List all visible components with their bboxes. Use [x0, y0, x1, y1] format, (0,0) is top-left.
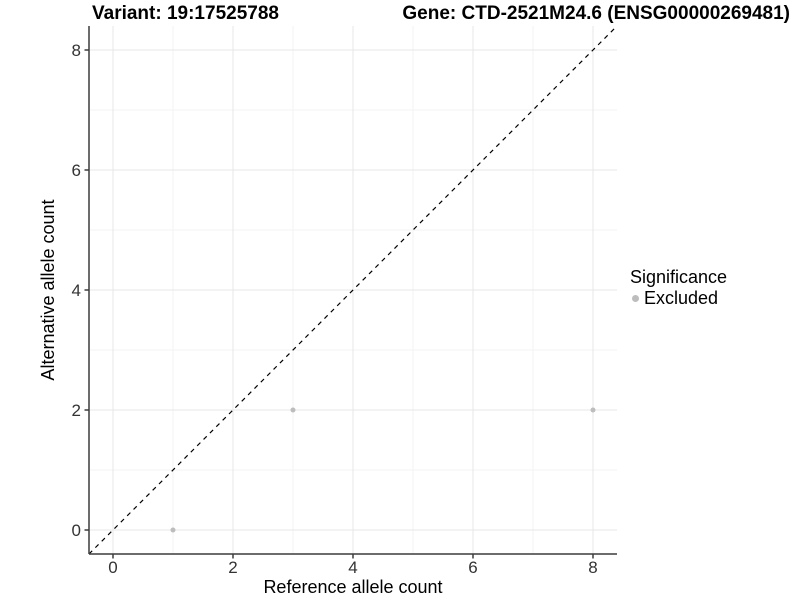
- y-tick-label: 4: [72, 281, 81, 300]
- y-tick-label: 2: [72, 401, 81, 420]
- data-point: [590, 407, 596, 413]
- legend-title: Significance: [630, 267, 728, 287]
- y-axis-label: Alternative allele count: [38, 199, 58, 381]
- y-tick-label: 6: [72, 161, 81, 180]
- y-tick-label: 0: [72, 521, 81, 540]
- legend-item-label: Excluded: [644, 288, 719, 308]
- plot-title-gene: Gene: CTD-2521M24.6 (ENSG00000269481): [402, 3, 790, 24]
- x-tick-label: 2: [228, 558, 237, 577]
- x-tick-label: 4: [348, 558, 357, 577]
- legend: Significance Excluded: [630, 267, 727, 308]
- identity-dashed-line: [88, 25, 618, 555]
- legend-item-excluded: Excluded: [630, 288, 727, 308]
- x-tick-label: 6: [468, 558, 477, 577]
- x-tick-label: 0: [108, 558, 117, 577]
- x-tick-label: 8: [588, 558, 597, 577]
- y-tick-label: 8: [72, 41, 81, 60]
- data-point: [290, 407, 296, 413]
- legend-point-icon: [632, 294, 639, 302]
- plot-title-variant: Variant: 19:17525788: [92, 3, 279, 24]
- data-point: [170, 527, 176, 533]
- x-axis-label: Reference allele count: [263, 577, 443, 597]
